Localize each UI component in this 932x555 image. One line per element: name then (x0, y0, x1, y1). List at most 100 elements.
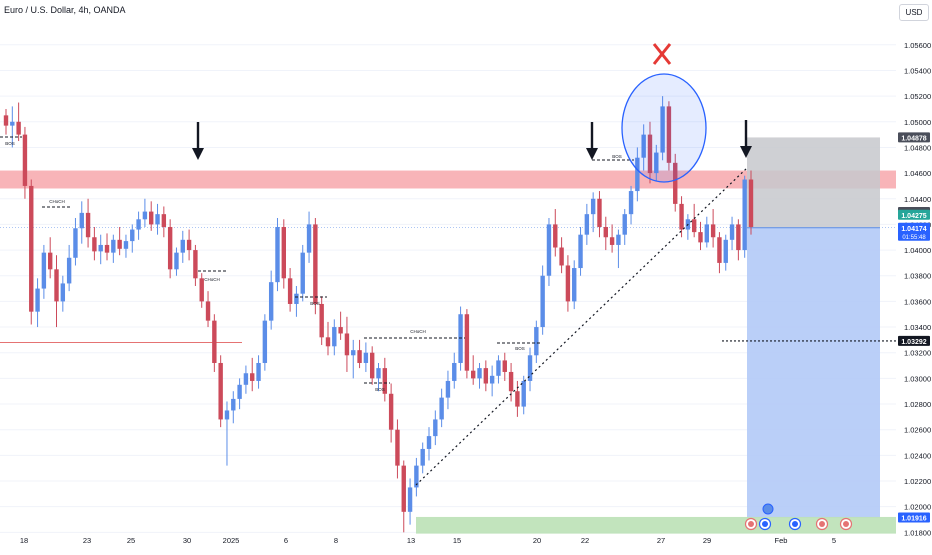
candle-body (395, 429, 400, 466)
candle-body (344, 333, 350, 356)
y-axis-tick: 1.04600 (904, 169, 931, 178)
x-axis-tick: 20 (533, 536, 541, 545)
structure-label: BOS (310, 301, 320, 306)
candle-body (104, 244, 110, 253)
candle-body (155, 214, 160, 225)
candle (35, 278, 40, 328)
y-axis-tick: 1.02200 (904, 477, 931, 486)
candle-body (338, 327, 343, 334)
candle-body (54, 269, 59, 302)
candle-body (117, 239, 122, 249)
candle (319, 296, 324, 346)
candle (111, 234, 116, 263)
candle-body (231, 398, 236, 411)
candle-body (609, 237, 615, 245)
y-axis-tick: 1.05400 (904, 66, 931, 75)
candle-body (66, 257, 72, 284)
highlight-circle (621, 73, 707, 183)
x-axis-tick: 30 (183, 536, 191, 545)
candle (186, 229, 192, 261)
price-label: 1.04878 (898, 132, 930, 143)
candle-body (521, 380, 526, 407)
y-axis-tick: 1.02400 (904, 451, 931, 460)
candle (685, 214, 691, 240)
candle (471, 355, 476, 385)
x-axis-tick: 13 (407, 536, 415, 545)
candle (224, 401, 230, 466)
candle-body (186, 239, 192, 251)
candle-body (477, 368, 482, 379)
candle-body (483, 368, 489, 384)
candle-body (698, 232, 703, 243)
candle (268, 270, 274, 330)
resistance-zone (0, 170, 896, 189)
candle (338, 311, 343, 340)
candle (590, 192, 596, 233)
candle (73, 218, 78, 266)
candle (136, 211, 141, 240)
candle (47, 237, 53, 279)
y-axis-tick: 1.05200 (904, 92, 931, 101)
candle (698, 221, 703, 251)
candle-body (540, 275, 545, 328)
candle-body (464, 314, 470, 371)
candle (344, 316, 350, 372)
candle-body (325, 337, 331, 347)
candle-body (3, 115, 9, 126)
candle (704, 216, 710, 248)
candle-body (376, 368, 381, 379)
candle (237, 378, 242, 410)
candle-body (357, 350, 362, 363)
candle (29, 179, 34, 325)
candle (527, 347, 533, 392)
price-label-text: 1.04174 (901, 226, 926, 233)
economic-event-icon (758, 517, 772, 531)
candle-body (407, 487, 413, 512)
candle-body (73, 228, 78, 258)
target-zone (416, 516, 896, 534)
candle (414, 457, 419, 497)
candle (332, 319, 337, 356)
candle (275, 218, 280, 292)
y-axis-tick: 1.02800 (904, 400, 931, 409)
candle-body (388, 393, 394, 430)
economic-event-icon (744, 517, 758, 531)
candle (243, 365, 249, 394)
candle (306, 211, 312, 263)
candle-body (584, 214, 590, 235)
candle-body (452, 362, 457, 381)
candle-body (736, 224, 741, 251)
x-axis-tick: 18 (20, 536, 28, 545)
candle-body (268, 282, 274, 321)
economic-event-icon (788, 517, 802, 531)
candle (489, 365, 495, 397)
candle (502, 352, 507, 381)
candle-body (496, 360, 501, 376)
y-axis-tick: 1.03200 (904, 349, 931, 358)
y-axis-tick: 1.05000 (904, 118, 931, 127)
candle-body (332, 327, 337, 347)
candle-body (237, 384, 242, 399)
y-axis-tick: 1.03400 (904, 323, 931, 332)
y-axis-tick: 1.04000 (904, 246, 931, 255)
candle (597, 191, 602, 238)
candle (445, 370, 451, 410)
candle-body (250, 373, 255, 381)
price-label-text: 1.03292 (901, 339, 926, 346)
candle (363, 342, 369, 372)
currency-selector[interactable]: USD (899, 4, 929, 21)
candle (287, 268, 293, 312)
economic-event-icon (762, 503, 774, 515)
candle-body (218, 362, 223, 420)
candle (464, 309, 470, 379)
candle-body (136, 219, 141, 230)
candle-body (710, 224, 716, 238)
countdown-text: 01:55:48 (902, 235, 926, 241)
x-axis-tick: 15 (453, 536, 461, 545)
candle-body (85, 212, 91, 238)
candle (496, 355, 501, 384)
y-axis-tick: 1.01800 (904, 528, 931, 537)
y-axis-tick: 1.03800 (904, 272, 931, 281)
candle-body (287, 278, 293, 304)
